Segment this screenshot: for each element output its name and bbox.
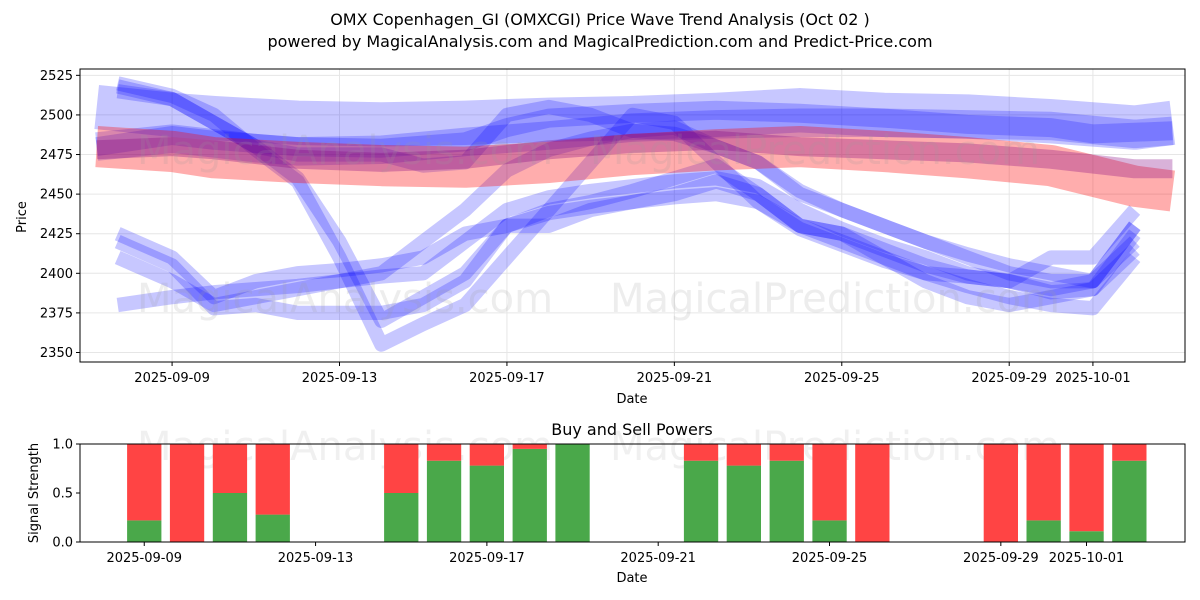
sell-bar (855, 444, 890, 542)
price-band-wave-c (116, 120, 1140, 313)
sell-bar (212, 444, 248, 493)
sell-bar (169, 444, 205, 542)
price-band-wave-f (116, 76, 1141, 352)
price-band-purple-band (96, 130, 1173, 179)
power-xtick-label: 2025-09-17 (449, 551, 525, 566)
price-band-wave-d (114, 158, 1141, 321)
price-band-upper-envelope (94, 84, 1176, 150)
buy-bar (1069, 531, 1104, 542)
sell-bar (1112, 444, 1147, 461)
price-band-outer-band-1 (95, 108, 1174, 166)
buy-bar (512, 448, 547, 542)
sell-bar (426, 444, 462, 461)
power-axes: 2025-09-09 2025-09-13 2025-09-17 2025-09-21… (52, 438, 1124, 567)
power-xtick-label: 2025-09-21 (620, 551, 696, 566)
buy-bar (769, 460, 804, 542)
price-xtick-label: 2025-09-21 (637, 371, 713, 386)
buy-bar (555, 444, 590, 542)
power-ytick-label: 1.0 (52, 438, 73, 453)
watermark-text: MagicalPrediction.com (610, 276, 1060, 322)
sell-bar (683, 444, 719, 461)
price-axes: 2025-09-09 2025-09-13 2025-09-17 2025-09-21… (40, 69, 1131, 386)
price-watermarks: MagicalAnalysis.com MagicalPrediction.com… (137, 128, 1060, 322)
sell-bar (1069, 444, 1104, 532)
price-ytick-label: 2475 (40, 148, 73, 163)
sell-bar (726, 444, 761, 466)
price-xtick-label: 2025-09-25 (804, 371, 880, 386)
power-xtick-label: 2025-10-01 (1049, 551, 1125, 566)
power-bars (127, 444, 1147, 542)
price-band-wave-b (114, 171, 1141, 313)
power-xtick-label: 2025-09-25 (792, 551, 868, 566)
price-band-outer-band-2 (95, 100, 1173, 158)
price-ytick-label: 2450 (40, 188, 73, 203)
power-title: Buy and Sell Powers (551, 420, 713, 439)
sell-bar (255, 444, 290, 515)
chart-subtitle: powered by MagicalAnalysis.com and Magic… (267, 32, 933, 51)
price-xtick-label: 2025-09-17 (469, 371, 545, 386)
sell-bar (1026, 444, 1061, 521)
sell-bar (983, 444, 1018, 542)
price-xtick-label: 2025-09-09 (134, 371, 210, 386)
price-plot-frame (79, 68, 1186, 363)
buy-bar (1026, 520, 1061, 542)
sell-bar (812, 444, 847, 521)
sell-bar (384, 444, 419, 493)
price-xtick-label: 2025-10-01 (1055, 371, 1131, 386)
price-ytick-label: 2525 (40, 69, 73, 84)
price-ylabel: Price (15, 201, 30, 233)
price-band-wave-a (114, 186, 1141, 305)
price-grid (80, 69, 1185, 362)
price-ytick-label: 2425 (40, 227, 73, 242)
price-band-wave-g (116, 79, 1141, 289)
power-xlabel: Date (616, 571, 647, 586)
buy-bar (726, 465, 761, 542)
power-xtick-label: 2025-09-09 (106, 551, 182, 566)
sell-bar (127, 444, 162, 521)
sell-bar (512, 444, 547, 449)
buy-bar (469, 465, 504, 542)
buy-bar (127, 520, 162, 542)
buy-bar (683, 460, 719, 542)
watermark-text: MagicalAnalysis.com (137, 128, 553, 174)
chart-title: OMX Copenhagen_GI (OMXCGI) Price Wave Tr… (330, 10, 870, 29)
price-ytick-label: 2350 (40, 346, 73, 361)
buy-bar (212, 493, 248, 542)
watermark-text: MagicalPrediction.com (590, 128, 1040, 174)
price-xtick-label: 2025-09-13 (302, 371, 378, 386)
power-ytick-label: 0.5 (52, 487, 73, 502)
buy-bar (255, 514, 290, 542)
buy-bar (426, 460, 462, 542)
watermark-text: MagicalAnalysis.com (137, 276, 553, 322)
price-band-wave-e (116, 84, 1140, 328)
power-ytick-label: 0.0 (52, 536, 73, 551)
sell-bar (469, 444, 504, 466)
buy-bar (1112, 460, 1147, 542)
price-xlabel: Date (616, 392, 647, 407)
power-xtick-label: 2025-09-29 (963, 551, 1039, 566)
power-xtick-label: 2025-09-13 (278, 551, 354, 566)
price-ytick-label: 2400 (40, 267, 73, 282)
price-xtick-label: 2025-09-29 (971, 371, 1047, 386)
sell-bar (769, 444, 804, 461)
power-ylabel: Signal Strength (27, 443, 42, 543)
buy-bar (812, 520, 847, 542)
price-ytick-label: 2500 (40, 108, 73, 123)
price-ytick-label: 2375 (40, 306, 73, 321)
price-bands (94, 76, 1176, 352)
buy-bar (384, 493, 419, 542)
price-band-red-band (95, 126, 1176, 212)
